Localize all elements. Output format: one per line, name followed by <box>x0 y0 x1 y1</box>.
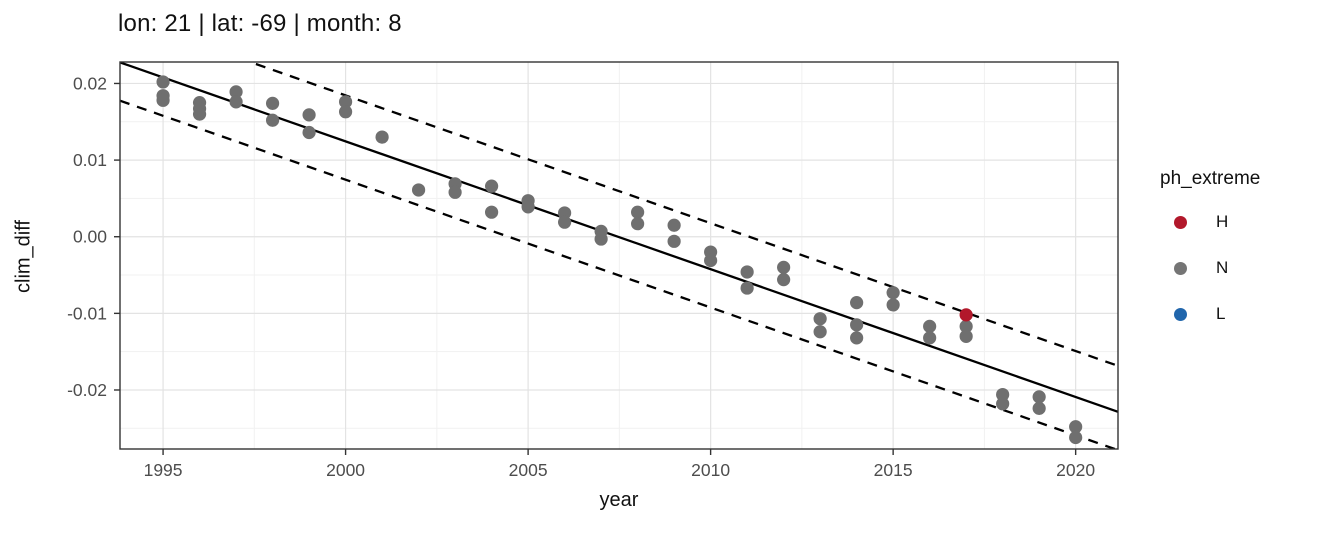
legend-label-n: N <box>1216 258 1229 277</box>
svg-text:-0.01: -0.01 <box>67 303 107 323</box>
y-axis-label: clim_diff <box>12 220 35 293</box>
x-axis-label: year <box>599 489 639 511</box>
legend-label-h: H <box>1216 212 1229 231</box>
svg-text:2000: 2000 <box>326 460 365 480</box>
svg-text:0.02: 0.02 <box>73 73 107 93</box>
svg-text:2005: 2005 <box>509 460 548 480</box>
legend-label-l: L <box>1216 304 1226 323</box>
legend-dot-l-icon <box>1174 307 1187 321</box>
legend-dot-n-icon <box>1174 261 1187 275</box>
svg-text:0.00: 0.00 <box>73 227 107 247</box>
legend-item-h: H <box>1160 210 1260 234</box>
svg-text:2020: 2020 <box>1056 460 1095 480</box>
legend: ph_extreme H N L <box>1160 168 1260 348</box>
legend-item-n: N <box>1160 256 1260 280</box>
chart-title: lon: 21 | lat: -69 | month: 8 <box>118 10 402 37</box>
legend-dot-h-icon <box>1174 215 1187 229</box>
svg-text:2010: 2010 <box>691 460 730 480</box>
legend-title: ph_extreme <box>1160 168 1261 189</box>
svg-text:-0.02: -0.02 <box>67 380 107 400</box>
svg-text:0.01: 0.01 <box>73 150 107 170</box>
legend-item-l: L <box>1160 302 1260 326</box>
svg-text:2015: 2015 <box>874 460 913 480</box>
svg-text:1995: 1995 <box>144 460 183 480</box>
